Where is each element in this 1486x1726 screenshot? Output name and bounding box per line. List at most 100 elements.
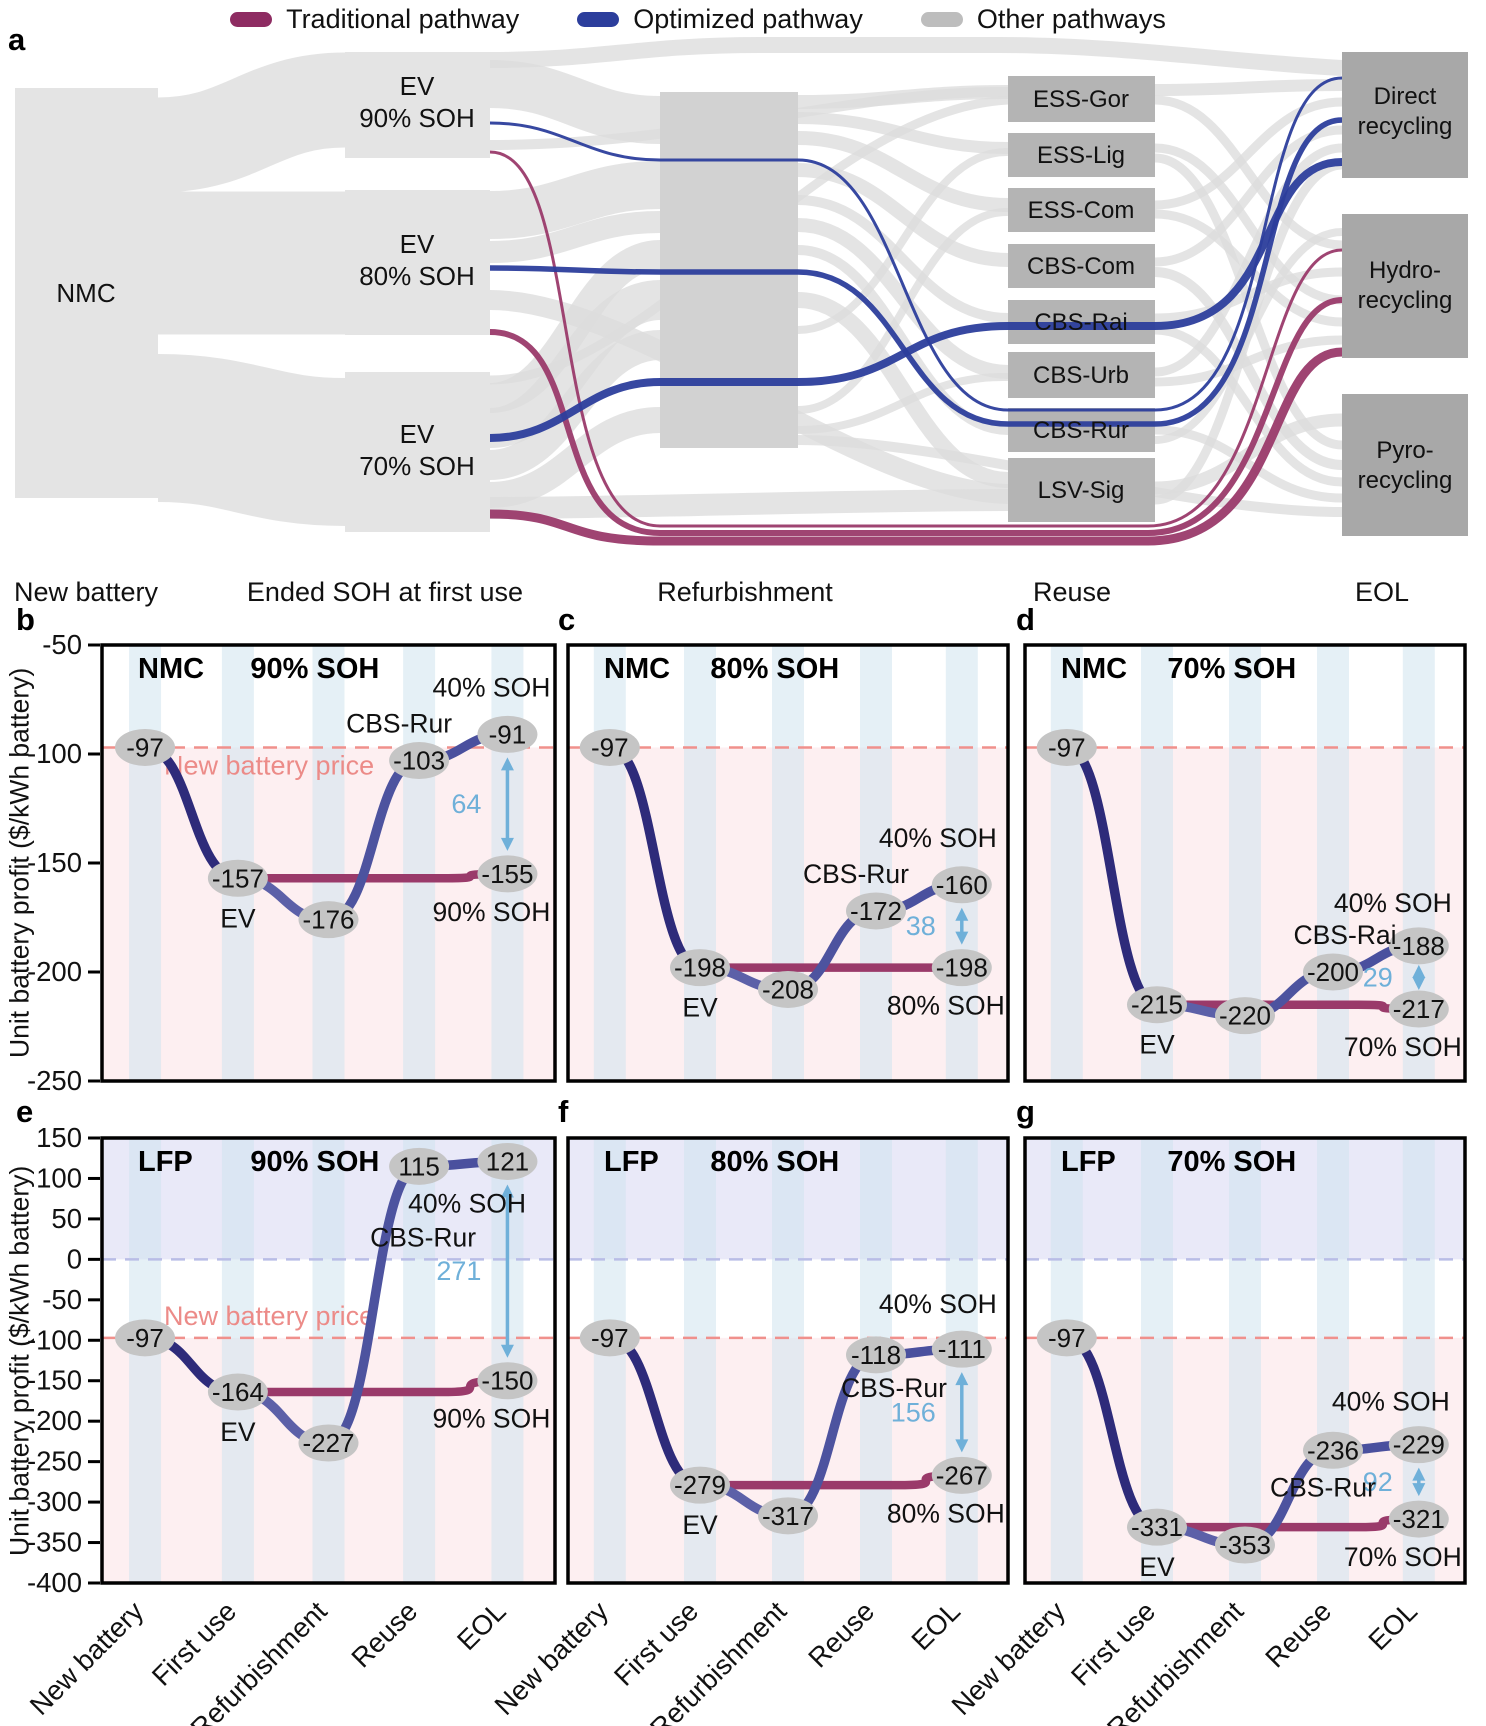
reuse-node-label: CBS-Rai [1293,920,1396,950]
data-point-value: -97 [591,1323,629,1353]
sankey-other-flows [156,37,1343,526]
data-point-value: -217 [1393,994,1445,1024]
node-cbs-rur [1008,408,1155,452]
data-point-marker [670,1466,730,1504]
data-point-value: -227 [302,1428,354,1458]
data-point-value: -97 [1048,1323,1086,1353]
panel-soh-title: 80% SOH [710,1146,839,1178]
data-point-marker [846,892,906,930]
y-tick-label: 100 [36,1162,82,1193]
panel-soh-title: 70% SOH [1167,653,1296,685]
data-point-marker [579,1319,640,1357]
legend-item-optimized: Optimized pathway [577,4,863,35]
data-point-marker [477,1142,538,1180]
x-tick-label: Reuse [802,1595,880,1673]
panel-soh-title: 90% SOH [250,1146,379,1178]
data-point-marker [1036,1319,1097,1357]
data-point-value: -97 [1048,732,1086,762]
data-point-marker [298,901,359,939]
data-point-value: -198 [936,953,988,983]
optimized-end-label: 40% SOH [879,823,997,853]
sankey-diagram: NMC EV 90% SOH EV 80% SOH EV 70% SOH ESS… [14,37,1468,607]
node-label-ev70-2: 70% SOH [359,451,475,481]
panel-letter-a: a [8,22,26,57]
data-point-marker [758,1497,818,1535]
panel-soh-title: 70% SOH [1167,1146,1296,1178]
node-label-hydro-1: Hydro- [1369,257,1441,284]
data-point-value: -103 [393,746,445,776]
profit-panel-c: 38 -97 -198 -208 -172 -160 -198 EV CBS-Rur 40% SO… [566,643,1010,1083]
new-battery-price-label: New battery price [164,750,374,780]
y-tick-label: 50 [51,1203,82,1234]
sankey-column-labels: New battery Ended SOH at first use Refur… [14,577,1409,607]
traditional-end-label: 90% SOH [433,1404,551,1434]
node-cbs-com [1008,244,1155,288]
traditional-end-label: 70% SOH [1344,1032,1462,1062]
column-label-eol: EOL [1355,577,1409,607]
panel-border [1023,643,1467,1083]
data-point-value: -97 [591,732,629,762]
panel-soh-title: 90% SOH [250,653,379,685]
node-ess-lig [1008,133,1155,177]
node-ev-80 [345,190,490,335]
data-point-value: -164 [212,1377,264,1407]
column-label-reuse: Reuse [1033,577,1111,607]
data-point-marker [298,1424,359,1462]
y-tick-label: -100 [27,1324,82,1355]
node-label-direct-2: recycling [1358,113,1453,140]
data-point-value: -91 [489,719,527,749]
x-tick-label: EOL [905,1595,966,1656]
legend-item-traditional: Traditional pathway [230,4,519,35]
data-point-marker [1127,1508,1187,1546]
data-point-value: -157 [212,863,264,893]
panel-border [1023,1136,1467,1585]
y-tick-label: 150 [36,1122,82,1153]
panel-border [566,643,1010,1083]
x-tick-label: EOL [1362,1595,1423,1656]
data-point-marker [1303,1431,1363,1469]
data-point-marker [477,715,538,753]
node-label-cbs-rur: CBS-Rur [1033,417,1129,444]
optimized-end-label: 40% SOH [433,672,551,702]
legend-item-other: Other pathways [920,3,1166,35]
node-label-cbs-urb: CBS-Urb [1033,362,1129,389]
node-label-ev80-1: EV [400,229,435,259]
panel-border [100,643,557,1083]
legend-label: Other pathways [976,3,1166,34]
y-tick-label: -50 [42,1284,82,1315]
data-point-marker [1036,728,1097,766]
panel-letter-b: b [16,602,35,637]
node-label-pyro-2: recycling [1358,467,1453,494]
panel-letter-e: e [16,1094,34,1129]
data-point-marker [115,1319,176,1357]
difference-value: 271 [436,1256,481,1286]
data-point-marker [931,1330,992,1368]
difference-value: 156 [891,1397,936,1427]
legend-label: Traditional pathway [286,3,520,34]
data-point-value: -200 [1307,957,1359,987]
data-point-value: -208 [762,974,814,1004]
data-point-value: -267 [936,1460,988,1490]
data-point-marker [931,866,992,904]
data-point-marker [1388,990,1449,1028]
node-direct-recycling [1342,52,1468,178]
x-tick-label: EOL [451,1595,512,1656]
other-swatch-icon [920,11,963,27]
data-point-marker [207,859,268,897]
node-nmc [15,88,158,498]
panel-chemistry-title: LFP [604,1146,659,1178]
data-point-value: -215 [1131,990,1183,1020]
data-point-marker [1215,997,1275,1035]
reuse-node-label: CBS-Rur [841,1373,947,1403]
data-point-marker [115,728,176,766]
data-point-value: -321 [1393,1504,1445,1534]
data-point-value: -97 [126,732,164,762]
reuse-node-label: CBS-Rur [370,1222,476,1252]
data-point-value: -155 [481,859,533,889]
y-tick-label: -350 [27,1527,82,1558]
data-point-marker [579,728,640,766]
column-label-ended-soh: Ended SOH at first use [247,577,523,607]
y-tick-label: -300 [27,1486,82,1517]
panel-chemistry-title: NMC [604,653,670,685]
